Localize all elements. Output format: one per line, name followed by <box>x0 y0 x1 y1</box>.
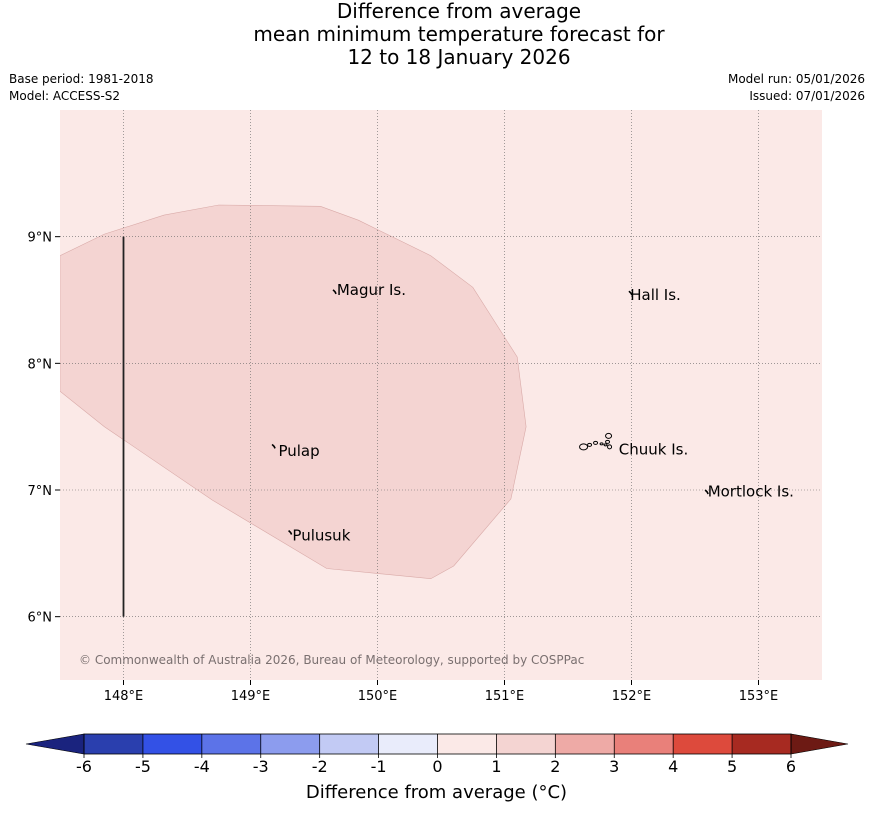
colorbar-min-extension <box>25 733 85 755</box>
colorbar-bin <box>84 734 143 754</box>
lat-tick-label: 9°N <box>28 231 53 246</box>
lon-tick-label: 148°E <box>104 689 144 704</box>
island-outline <box>628 290 633 296</box>
colorbar-tick-label: -4 <box>194 757 210 776</box>
title-line-2: mean minimum temperature forecast for <box>253 22 665 46</box>
colorbar-bin <box>319 734 379 754</box>
map-layer: Magur Is. Hall Is. Pulap Chuuk Is. Mortlock … <box>28 110 822 704</box>
colorbar-bin <box>142 734 202 754</box>
colorbar-bin <box>555 734 615 754</box>
colorbar-bin <box>673 734 733 754</box>
island-outline <box>579 432 613 451</box>
lon-tick-label: 149°E <box>231 689 271 704</box>
colorbar-tick-label: 2 <box>550 757 560 776</box>
colorbar-bin <box>260 734 320 754</box>
colorbar-bin <box>437 734 497 754</box>
colorbar-tick-label: 1 <box>491 757 501 776</box>
place-label: Magur Is. <box>337 281 406 299</box>
colorbar: -6 -5 -4 -3 -2 -1 0 1 2 3 4 5 6 <box>25 733 849 776</box>
colorbar-tick-label: 6 <box>786 757 796 776</box>
chart-title: Difference from average mean minimum tem… <box>0 0 873 69</box>
base-period: Base period: 1981-2018 <box>9 72 154 86</box>
lat-tick-label: 8°N <box>28 357 53 372</box>
model-run: Model run: 05/01/2026 <box>727 72 865 86</box>
colorbar-bin <box>496 734 556 754</box>
title-line-3: 12 to 18 January 2026 <box>347 45 571 69</box>
title-line-1: Difference from average <box>336 0 582 23</box>
place-label: Mortlock Is. <box>708 482 794 500</box>
colorbar-tick-label: 5 <box>727 757 737 776</box>
colorbar-tick-label: -6 <box>76 757 92 776</box>
issued-date: Issued: 07/01/2026 <box>749 89 865 103</box>
anomaly-region <box>60 204 527 580</box>
place-label: Pulap <box>278 442 319 460</box>
colorbar-tick-label: -1 <box>371 757 387 776</box>
map-content: Magur Is. Hall Is. Pulap Chuuk Is. Mortlock … <box>60 110 822 680</box>
colorbar-bin <box>614 734 674 754</box>
island-outline <box>271 443 276 449</box>
colorbar-tick-label: -3 <box>253 757 269 776</box>
lon-tick-label: 152°E <box>612 689 652 704</box>
colorbar-bin <box>201 734 261 754</box>
lon-tick-label: 151°E <box>485 689 525 704</box>
place-label: Chuuk Is. <box>619 441 688 459</box>
colorbar-bin <box>732 734 791 754</box>
island-outline <box>704 489 709 495</box>
model-name: Model: ACCESS-S2 <box>9 89 121 103</box>
colorbar-tick-label: 3 <box>609 757 619 776</box>
lon-tick-label: 153°E <box>739 689 779 704</box>
island-outline <box>332 289 337 295</box>
colorbar-tick-label: -5 <box>135 757 151 776</box>
colorbar-tick-label: -2 <box>312 757 328 776</box>
lat-tick-label: 6°N <box>28 611 53 626</box>
colorbar-tick-label: 4 <box>668 757 678 776</box>
meta-left: Base period: 1981-2018 Model: ACCESS-S2 <box>9 71 154 105</box>
lat-tick-label: 7°N <box>28 484 53 499</box>
colorbar-tick-label: 0 <box>432 757 442 776</box>
island-outline <box>288 529 293 535</box>
colorbar-max-extension <box>790 733 849 755</box>
place-label: Hall Is. <box>630 286 681 304</box>
place-label: Pulusuk <box>292 527 350 545</box>
colorbar-label: Difference from average (°C) <box>305 782 568 803</box>
lon-tick-label: 150°E <box>358 689 398 704</box>
copyright-text: © Commonwealth of Australia 2026, Bureau… <box>79 653 584 667</box>
meta-right: Model run: 05/01/2026 Issued: 07/01/2026 <box>728 71 865 105</box>
colorbar-bin <box>378 734 438 754</box>
